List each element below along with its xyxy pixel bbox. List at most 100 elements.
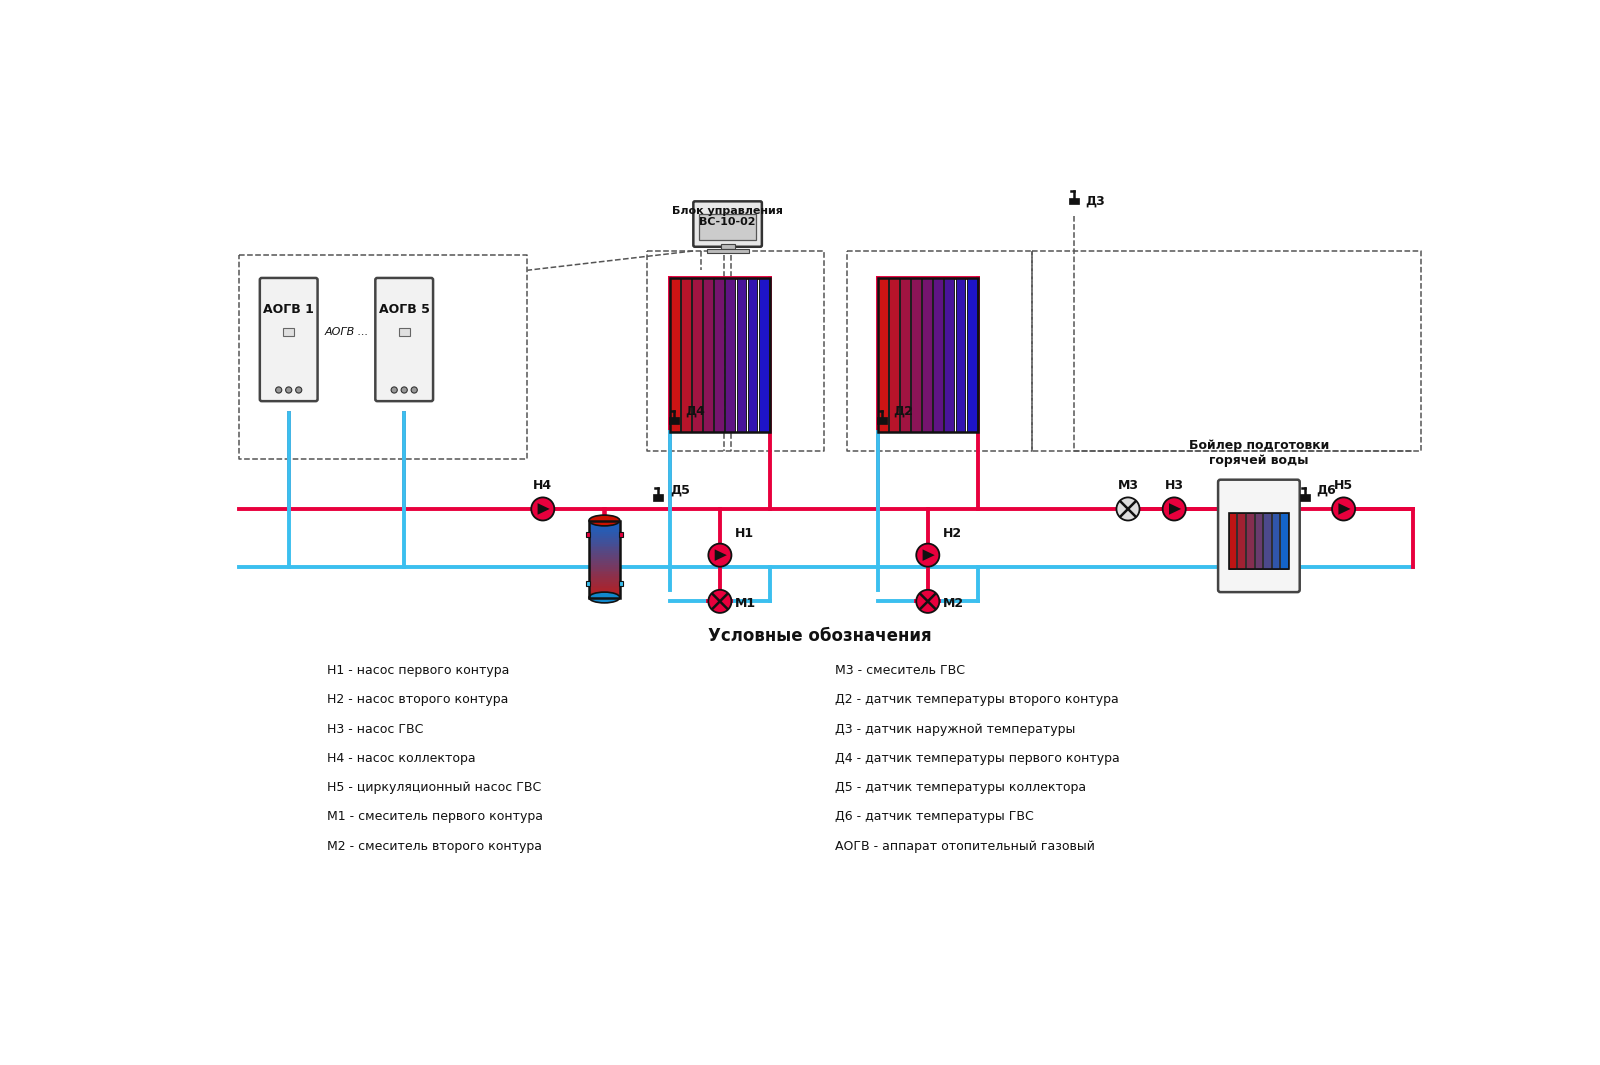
Text: Д6 - датчик температуры ГВС: Д6 - датчик температуры ГВС: [835, 810, 1034, 823]
Circle shape: [709, 543, 731, 567]
Text: АОГВ ...: АОГВ ...: [325, 327, 368, 337]
Circle shape: [411, 387, 418, 393]
Bar: [589, 589, 619, 592]
Bar: [714, 278, 725, 432]
Bar: [589, 534, 619, 536]
Circle shape: [402, 387, 408, 393]
Bar: [1229, 513, 1237, 570]
FancyBboxPatch shape: [693, 201, 762, 247]
Bar: [589, 522, 619, 524]
Text: АОГВ 1: АОГВ 1: [264, 304, 314, 316]
Circle shape: [917, 543, 939, 567]
Polygon shape: [1170, 503, 1181, 514]
FancyBboxPatch shape: [376, 278, 434, 402]
Bar: [758, 278, 768, 432]
Bar: [586, 531, 590, 537]
Polygon shape: [1339, 503, 1350, 514]
Text: Н2 - насос второго контура: Н2 - насос второго контура: [326, 693, 509, 706]
Bar: [922, 278, 933, 432]
Ellipse shape: [589, 515, 619, 526]
Bar: [1272, 513, 1280, 570]
Bar: [589, 591, 619, 593]
Bar: [589, 586, 619, 588]
Bar: [589, 578, 619, 580]
Circle shape: [1163, 497, 1186, 521]
Bar: [1246, 513, 1253, 570]
Bar: [682, 278, 691, 432]
Bar: [589, 553, 619, 555]
Bar: [589, 560, 619, 562]
Bar: [589, 559, 619, 561]
Circle shape: [1333, 497, 1355, 521]
Bar: [890, 278, 899, 432]
Bar: [589, 567, 619, 569]
Text: Д4 - датчик температуры первого контура: Д4 - датчик температуры первого контура: [835, 752, 1120, 765]
Text: Д3: Д3: [1086, 195, 1106, 208]
Bar: [589, 555, 619, 557]
Circle shape: [1117, 497, 1139, 521]
Bar: [589, 538, 619, 540]
Circle shape: [275, 387, 282, 393]
Text: Д4: Д4: [685, 405, 706, 417]
Bar: [1069, 198, 1078, 204]
Bar: [589, 588, 619, 590]
Circle shape: [917, 590, 939, 612]
Polygon shape: [538, 503, 550, 514]
Text: Д5: Д5: [670, 484, 690, 496]
Bar: [589, 528, 619, 530]
Text: М2: М2: [944, 597, 965, 610]
Bar: [589, 521, 619, 597]
Bar: [653, 494, 664, 501]
Bar: [589, 557, 619, 559]
Bar: [693, 278, 702, 432]
Ellipse shape: [589, 592, 619, 603]
Bar: [589, 541, 619, 543]
Bar: [704, 278, 714, 432]
Bar: [736, 278, 746, 432]
Bar: [589, 547, 619, 550]
Text: Н4: Н4: [533, 479, 552, 492]
Text: М3: М3: [1117, 479, 1139, 492]
Bar: [589, 593, 619, 595]
Bar: [589, 579, 619, 583]
Text: Д3 - датчик наружной температуры: Д3 - датчик наружной температуры: [835, 723, 1075, 736]
Bar: [589, 574, 619, 576]
Text: Н5: Н5: [1334, 479, 1354, 492]
Bar: [747, 278, 757, 432]
Bar: [589, 545, 619, 547]
Bar: [589, 595, 619, 597]
Text: АОГВ 5: АОГВ 5: [379, 304, 430, 316]
Bar: [669, 417, 678, 424]
Bar: [619, 580, 624, 587]
Text: Н1: Н1: [734, 527, 754, 540]
Polygon shape: [923, 550, 934, 561]
Bar: [589, 572, 619, 574]
Bar: [877, 417, 886, 424]
Bar: [1301, 494, 1310, 501]
Bar: [1237, 513, 1245, 570]
Text: Д5 - датчик температуры коллектора: Д5 - датчик температуры коллектора: [835, 782, 1086, 794]
FancyBboxPatch shape: [1218, 479, 1299, 592]
Bar: [1254, 513, 1262, 570]
Text: Н3: Н3: [1165, 479, 1184, 492]
Text: М1 - смеситель первого контура: М1 - смеситель первого контура: [326, 810, 544, 823]
Text: Н1 - насос первого контура: Н1 - насос первого контура: [326, 665, 509, 677]
Text: Д6: Д6: [1317, 484, 1336, 496]
Bar: [619, 531, 624, 537]
Text: М2 - смеситель второго контура: М2 - смеситель второго контура: [326, 839, 542, 853]
Bar: [589, 570, 619, 573]
Bar: [589, 562, 619, 564]
Text: Блок управления
ВС-10-02: Блок управления ВС-10-02: [672, 206, 782, 227]
Bar: [1229, 513, 1290, 570]
Bar: [589, 584, 619, 586]
Bar: [966, 278, 976, 432]
Bar: [589, 524, 619, 526]
Text: Н4 - насос коллектора: Н4 - насос коллектора: [326, 752, 475, 765]
Circle shape: [390, 387, 397, 393]
Text: Н2: Н2: [942, 527, 962, 540]
Circle shape: [286, 387, 291, 393]
Bar: [1280, 513, 1288, 570]
Bar: [670, 278, 770, 432]
Bar: [944, 278, 954, 432]
Bar: [933, 278, 942, 432]
